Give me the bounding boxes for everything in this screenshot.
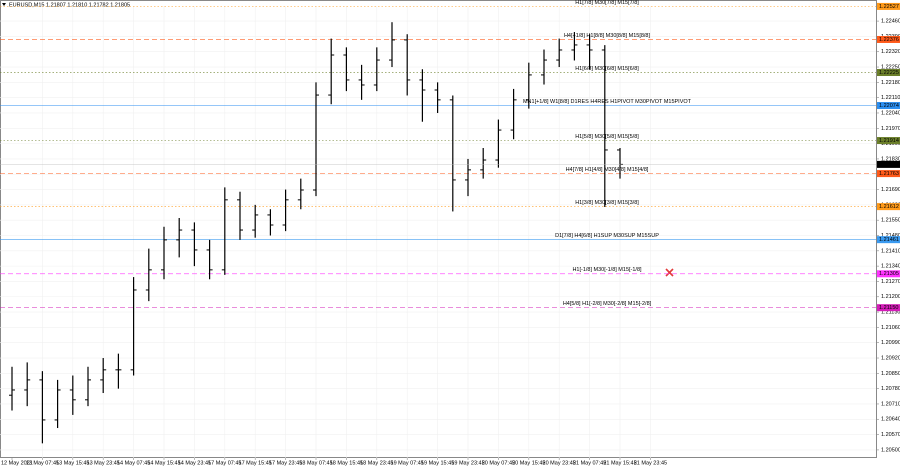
price-tag	[877, 35, 900, 43]
level-label: H4[7/8] H1[4/8] M30[4/8] M15[4/8]	[566, 167, 649, 173]
y-tick-label: 1.20640	[881, 417, 900, 423]
chart-title: EURUSD,M15 1.21807 1.21810 1.21782 1.218…	[9, 2, 130, 8]
x-tick-label: 13 May 15:45	[56, 460, 89, 466]
close-marker-stroke	[665, 268, 674, 277]
level-label: MN1[+1/8] W1[8/8] D1RES H4RES H1PIVOT M3…	[523, 99, 692, 105]
x-tick-label: 19 May 07:45	[391, 460, 424, 466]
price-tag	[877, 69, 900, 77]
x-tick-label: 18 May 23:45	[360, 460, 393, 466]
price-tag	[877, 270, 900, 278]
close-marker	[665, 268, 674, 277]
x-tick-label: 18 May 07:45	[299, 460, 332, 466]
y-tick-label: 1.22180	[881, 80, 900, 86]
price-tag-label: 1.21461	[879, 237, 899, 243]
price-tag	[877, 170, 900, 178]
x-tick-label: 20 May 23:45	[543, 460, 576, 466]
y-tick-label: 1.22460	[881, 19, 900, 25]
price-tag	[877, 203, 900, 211]
x-tick-label: 12 May 2021	[1, 460, 33, 466]
y-tick-label: 1.20990	[881, 340, 900, 346]
y-tick-label: 1.22250	[881, 64, 900, 70]
y-tick-label: 1.21060	[881, 325, 900, 331]
x-tick-label: 20 May 15:45	[512, 460, 545, 466]
level-label: H4[5/8] H1[-2/8] M30[-2/8] M15[-2/8]	[563, 301, 652, 307]
x-tick-label: 14 May 23:45	[178, 460, 211, 466]
y-tick-label: 1.21340	[881, 264, 900, 270]
last-price-tag	[877, 160, 900, 168]
y-tick-label: 1.20570	[881, 432, 900, 438]
y-tick-label: 1.20780	[881, 386, 900, 392]
price-tag	[877, 102, 900, 110]
y-tick-label: 1.21970	[881, 126, 900, 132]
level-label: H4[+1/8] H1[8/8] M30[8/8] M15[8/8]	[564, 33, 651, 39]
x-tick-label: 17 May 15:45	[239, 460, 272, 466]
price-tag-label: 1.21612	[879, 204, 899, 210]
x-tick-label: 14 May 07:45	[117, 460, 150, 466]
level-label: H1[5/8] M30[5/8] M15[5/8]	[575, 134, 639, 140]
price-tag-label: 1.22527	[879, 4, 899, 10]
price-tag-label: 1.21763	[879, 171, 899, 177]
plot-frame	[0, 0, 877, 458]
price-tag	[877, 304, 900, 312]
level-label: D1[7/8] H4[6/8] H1SUP M30SUP M15SUP	[555, 233, 659, 239]
price-tag-label: 1.22074	[879, 103, 899, 109]
x-tick-label: 17 May 23:45	[269, 460, 302, 466]
y-tick-label: 1.22040	[881, 110, 900, 116]
y-tick-label: 1.21550	[881, 218, 900, 224]
level-label: H1[6/8] M30[6/8] M15[6/8]	[575, 66, 639, 72]
level-label: H1[-1/8] M30[-1/8] M15[-1/8]	[572, 267, 642, 273]
price-tag-label: 1.22376	[879, 37, 899, 43]
y-tick-label: 1.21830	[881, 156, 900, 162]
y-tick-label: 1.21690	[881, 187, 900, 193]
x-tick-label: 18 May 15:45	[330, 460, 363, 466]
menu-arrow[interactable]	[2, 3, 6, 6]
x-tick-label: 21 May 23:45	[634, 460, 667, 466]
price-tag	[877, 236, 900, 244]
level-label: H1[3/8] M30[3/8] M15[3/8]	[575, 200, 639, 206]
last-price-label: 1.21805	[879, 162, 899, 168]
y-tick-label: 1.21480	[881, 233, 900, 239]
price-tag-label: 1.22225	[879, 70, 899, 76]
y-tick-label: 1.21200	[881, 294, 900, 300]
x-tick-label: 21 May 07:45	[573, 460, 606, 466]
y-tick-label: 1.21130	[881, 310, 900, 316]
y-tick-label: 1.20710	[881, 401, 900, 407]
x-tick-label: 14 May 15:45	[147, 460, 180, 466]
y-tick-label: 1.20500	[881, 447, 900, 453]
level-label: H1[7/8] M30[7/8] M15[7/8]	[575, 0, 639, 6]
y-tick-label: 1.21410	[881, 248, 900, 254]
x-tick-label: 19 May 15:45	[421, 460, 454, 466]
y-tick-label: 1.20920	[881, 355, 900, 361]
price-tag	[877, 137, 900, 145]
x-tick-label: 20 May 07:45	[482, 460, 515, 466]
price-tag-label: 1.21914	[879, 138, 899, 144]
y-tick-label: 1.22320	[881, 49, 900, 55]
x-tick-label: 17 May 07:45	[208, 460, 241, 466]
x-tick-label: 13 May 07:45	[26, 460, 59, 466]
x-tick-label: 13 May 23:45	[87, 460, 120, 466]
x-tick-label: 19 May 23:45	[451, 460, 484, 466]
price-tag	[877, 2, 900, 10]
x-tick-label: 21 May 15:45	[603, 460, 636, 466]
y-tick-label: 1.21900	[881, 141, 900, 147]
y-tick-label: 1.22110	[881, 95, 900, 101]
y-tick-label: 1.20850	[881, 371, 900, 377]
y-tick-label: 1.21270	[881, 279, 900, 285]
price-tag-label: 1.21150	[879, 305, 898, 311]
price-tag-label: 1.21305	[879, 271, 899, 277]
